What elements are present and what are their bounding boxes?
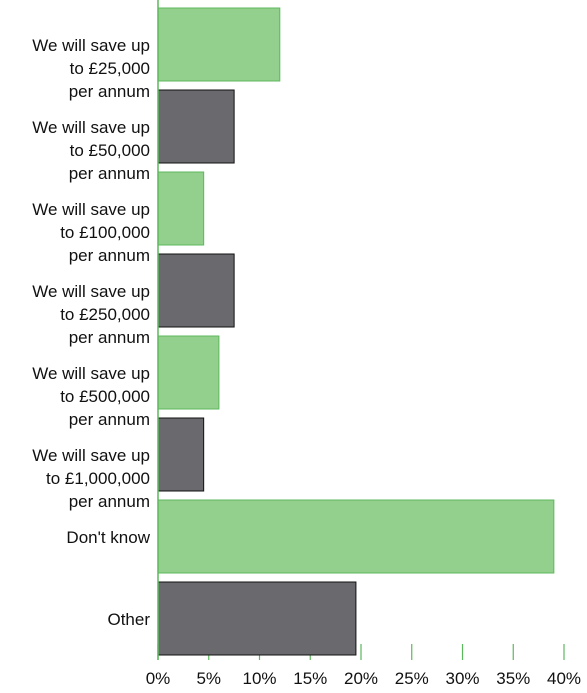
x-tick-label: 25% [394,669,429,688]
bar [157,417,205,492]
x-tick-label: 5% [196,669,222,688]
bar [157,7,281,82]
x-tick-label: 40% [546,669,582,688]
y-tick-label: We will save up to £100,000 per annum [32,199,150,265]
x-tick-label: 30% [445,669,480,688]
y-tick-label: Other [107,609,150,629]
bar [157,335,220,410]
bar [157,499,555,574]
y-tick-label: We will save up to £25,000 per annum [32,35,150,101]
x-tick-label: 20% [343,669,379,688]
y-tick-label: We will save up to £250,000 per annum [32,281,150,347]
y-tick-label: We will save up to £500,000 per annum [32,363,150,429]
bar [157,581,357,656]
bar [157,171,205,246]
y-tick-label: Don't know [66,527,150,547]
x-tick-label: 10% [242,669,277,688]
x-tick-label: 35% [496,669,531,688]
bar [157,253,235,328]
y-tick-label: We will save up to £1,000,000 per annum [32,445,150,511]
x-tick-label: 0% [145,669,171,688]
x-tick-label: 15% [293,669,328,688]
bar [157,89,235,164]
y-tick-label: We will save up to £50,000 per annum [32,117,150,183]
